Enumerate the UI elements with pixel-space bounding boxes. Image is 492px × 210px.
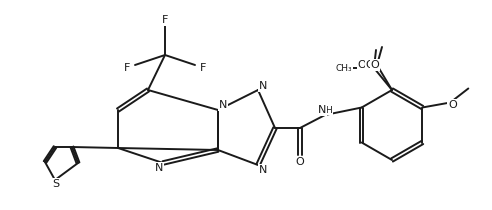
Text: S: S (53, 179, 60, 189)
Text: F: F (124, 63, 130, 73)
Text: O: O (358, 60, 367, 70)
Text: N: N (318, 105, 326, 115)
Text: O: O (448, 100, 457, 109)
Text: CH₃: CH₃ (336, 63, 352, 72)
Text: N: N (155, 163, 163, 173)
Text: F: F (200, 63, 206, 73)
Text: O: O (296, 157, 305, 167)
Text: N: N (259, 81, 267, 91)
Text: O: O (366, 60, 374, 70)
Text: N: N (259, 165, 267, 175)
Text: O: O (370, 60, 379, 70)
Text: H: H (326, 105, 333, 114)
Text: N: N (219, 100, 227, 110)
Text: F: F (162, 15, 168, 25)
